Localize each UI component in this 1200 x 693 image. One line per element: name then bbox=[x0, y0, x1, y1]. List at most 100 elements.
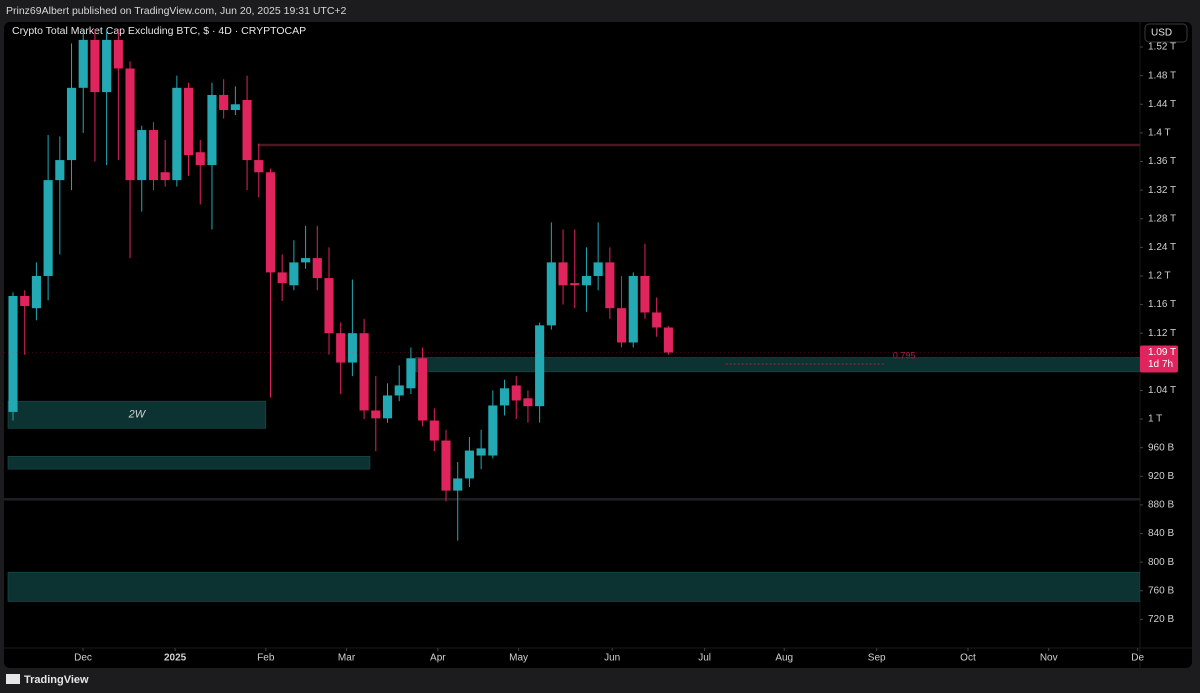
candle-body bbox=[66, 87, 77, 161]
candle-body bbox=[265, 172, 276, 273]
axes: 1.52 T 1.48 T 1.44 T 1.4 T 1.36 T 1.32 T 1.28 … bbox=[74, 42, 1178, 664]
candle-body bbox=[488, 405, 498, 456]
candle-body bbox=[312, 258, 322, 279]
x-tick-label: Dec bbox=[74, 653, 92, 664]
tradingview-logo: TradingView bbox=[6, 674, 89, 686]
candle-body bbox=[113, 39, 123, 69]
candle-body bbox=[195, 152, 205, 166]
candle-body bbox=[78, 39, 88, 88]
y-tick-label: 760 B bbox=[1148, 585, 1174, 596]
candle-body bbox=[242, 99, 252, 161]
currency-button[interactable] bbox=[1144, 23, 1188, 43]
y-tick-label: 1.04 T bbox=[1148, 385, 1176, 396]
candle-body bbox=[55, 160, 65, 181]
y-tick-label: 1.36 T bbox=[1148, 156, 1176, 167]
candle-body bbox=[394, 385, 404, 396]
candle-body bbox=[347, 333, 357, 363]
x-tick-label: Mar bbox=[338, 653, 356, 664]
logo-mark bbox=[6, 674, 20, 684]
zone bbox=[7, 455, 371, 470]
candle-body bbox=[207, 94, 217, 166]
fib-label: 0.795 bbox=[893, 350, 916, 360]
candle-body bbox=[535, 325, 545, 407]
candle-body bbox=[371, 410, 381, 419]
candle-body bbox=[593, 262, 603, 276]
candle-body bbox=[289, 262, 299, 286]
y-tick-label: 1.16 T bbox=[1148, 299, 1176, 310]
x-tick-label: 2025 bbox=[164, 653, 187, 664]
candle-body bbox=[663, 327, 673, 353]
zone bbox=[7, 400, 267, 429]
candle-body bbox=[359, 333, 369, 411]
x-tick-label: De bbox=[1131, 653, 1144, 664]
chart-panel bbox=[4, 22, 1192, 668]
x-tick-label: Sep bbox=[868, 653, 886, 664]
y-tick-label: 920 B bbox=[1148, 471, 1174, 482]
candle-body bbox=[31, 275, 41, 309]
candle-body bbox=[382, 395, 393, 419]
y-tick-label: 720 B bbox=[1148, 614, 1174, 625]
candle-body bbox=[523, 398, 533, 407]
candle-body bbox=[499, 388, 510, 406]
candle-body bbox=[148, 130, 159, 181]
x-tick-label: Nov bbox=[1040, 653, 1058, 664]
candle-body bbox=[160, 172, 170, 181]
candle-body bbox=[453, 478, 463, 491]
zone-label: 2W bbox=[128, 409, 147, 421]
candle-body bbox=[90, 39, 100, 93]
candle-body bbox=[558, 262, 568, 286]
candle-body bbox=[183, 87, 194, 156]
x-tick-label: Feb bbox=[257, 653, 275, 664]
x-tick-label: Aug bbox=[775, 653, 793, 664]
candle-body bbox=[652, 312, 662, 328]
candle-body bbox=[8, 296, 18, 412]
candle-body bbox=[20, 296, 30, 307]
x-tick-label: Jun bbox=[604, 653, 620, 664]
brand-name: TradingView bbox=[24, 674, 89, 686]
candle-body bbox=[230, 104, 240, 110]
candle-body bbox=[418, 358, 428, 421]
candle-body bbox=[628, 275, 638, 343]
candle-body bbox=[219, 94, 229, 110]
candle-body bbox=[277, 272, 287, 284]
y-tick-label: 1.28 T bbox=[1148, 213, 1176, 224]
candle-body bbox=[605, 262, 615, 309]
x-tick-label: Jul bbox=[698, 653, 711, 664]
candle-body bbox=[429, 420, 439, 441]
publisher-line: Prinz69Albert published on TradingView.c… bbox=[6, 5, 347, 17]
candle-body bbox=[546, 262, 556, 326]
candle-body bbox=[476, 448, 486, 456]
currency-label[interactable]: USD bbox=[1151, 28, 1172, 39]
candle-body bbox=[336, 333, 346, 363]
y-tick-label: 1.12 T bbox=[1148, 328, 1176, 339]
candle-body bbox=[137, 130, 147, 181]
countdown-label: 1d 7h bbox=[1148, 359, 1173, 370]
candle-body bbox=[102, 39, 112, 93]
candle-body bbox=[125, 68, 135, 181]
y-tick-label: 960 B bbox=[1148, 442, 1174, 453]
y-tick-label: 1.24 T bbox=[1148, 242, 1176, 253]
plot-area: 2W 0.795 bbox=[4, 29, 1140, 602]
y-tick-label: 1.52 T bbox=[1148, 42, 1176, 53]
x-tick-label: May bbox=[509, 653, 528, 664]
y-tick-label: 1.2 T bbox=[1148, 271, 1171, 282]
candle-body bbox=[301, 258, 311, 263]
y-tick-label: 1.32 T bbox=[1148, 185, 1176, 196]
zone bbox=[7, 571, 1140, 602]
candle-body bbox=[570, 283, 580, 286]
chart-title: Crypto Total Market Cap Excluding BTC, $… bbox=[12, 25, 306, 37]
x-tick-label: Apr bbox=[430, 653, 446, 664]
candle-body bbox=[640, 275, 650, 313]
candle-body bbox=[324, 278, 334, 334]
candle-body bbox=[616, 308, 627, 343]
y-tick-label: 840 B bbox=[1148, 528, 1174, 539]
y-tick-label: 1.4 T bbox=[1148, 128, 1171, 139]
y-tick-label: 800 B bbox=[1148, 557, 1174, 568]
y-tick-label: 1.48 T bbox=[1148, 70, 1176, 81]
y-tick-label: 880 B bbox=[1148, 500, 1174, 511]
zone bbox=[415, 357, 1140, 373]
last-price-label: 1.09 T bbox=[1148, 347, 1176, 358]
y-tick-label: 1.44 T bbox=[1148, 99, 1176, 110]
